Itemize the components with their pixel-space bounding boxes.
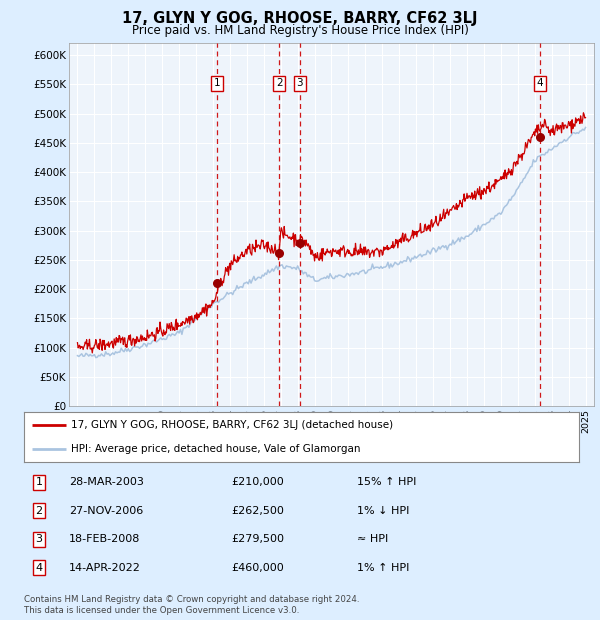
Text: This data is licensed under the Open Government Licence v3.0.: This data is licensed under the Open Gov…: [24, 606, 299, 615]
Text: £210,000: £210,000: [231, 477, 284, 487]
Text: Contains HM Land Registry data © Crown copyright and database right 2024.: Contains HM Land Registry data © Crown c…: [24, 595, 359, 604]
Text: £262,500: £262,500: [231, 506, 284, 516]
Text: 4: 4: [536, 78, 543, 88]
Text: 17, GLYN Y GOG, RHOOSE, BARRY, CF62 3LJ (detached house): 17, GLYN Y GOG, RHOOSE, BARRY, CF62 3LJ …: [71, 420, 394, 430]
Text: 27-NOV-2006: 27-NOV-2006: [69, 506, 143, 516]
Text: 15% ↑ HPI: 15% ↑ HPI: [357, 477, 416, 487]
Text: 28-MAR-2003: 28-MAR-2003: [69, 477, 144, 487]
Text: 1% ↑ HPI: 1% ↑ HPI: [357, 563, 409, 573]
Text: Price paid vs. HM Land Registry's House Price Index (HPI): Price paid vs. HM Land Registry's House …: [131, 24, 469, 37]
Text: 18-FEB-2008: 18-FEB-2008: [69, 534, 140, 544]
Text: £279,500: £279,500: [231, 534, 284, 544]
Text: 2: 2: [276, 78, 283, 88]
Text: 1: 1: [35, 477, 43, 487]
Text: 1: 1: [214, 78, 220, 88]
Text: HPI: Average price, detached house, Vale of Glamorgan: HPI: Average price, detached house, Vale…: [71, 444, 361, 454]
Text: 2: 2: [35, 506, 43, 516]
Text: ≈ HPI: ≈ HPI: [357, 534, 388, 544]
Text: £460,000: £460,000: [231, 563, 284, 573]
Text: 4: 4: [35, 563, 43, 573]
Text: 14-APR-2022: 14-APR-2022: [69, 563, 141, 573]
Text: 17, GLYN Y GOG, RHOOSE, BARRY, CF62 3LJ: 17, GLYN Y GOG, RHOOSE, BARRY, CF62 3LJ: [122, 11, 478, 26]
Text: 3: 3: [296, 78, 303, 88]
Text: 3: 3: [35, 534, 43, 544]
Text: 1% ↓ HPI: 1% ↓ HPI: [357, 506, 409, 516]
